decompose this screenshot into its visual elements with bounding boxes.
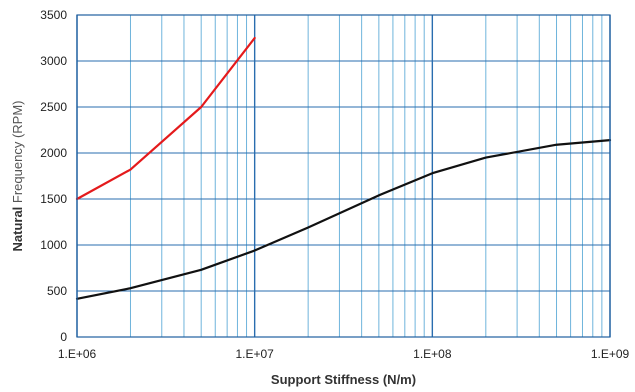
y-tick-label: 500 (47, 284, 67, 298)
y-tick-label: 2500 (40, 100, 67, 114)
y-tick-label: 3500 (40, 8, 67, 22)
y-tick-label: 2000 (40, 146, 67, 160)
y-axis-title-rest: Frequency (RPM) (10, 101, 25, 207)
plot-frame (76, 14, 611, 338)
y-axis-ticks: 0 500 1000 1500 2000 2500 3000 3500 (40, 8, 67, 344)
x-axis-ticks: 1.E+06 1.E+07 1.E+08 1.E+09 (58, 347, 630, 361)
x-tick-label: 1.E+07 (235, 347, 274, 361)
x-axis-title: Support Stiffness (N/m) (271, 372, 416, 387)
x-tick-label: 1.E+06 (58, 347, 97, 361)
series-group (75, 36, 612, 300)
y-tick-label: 0 (60, 330, 67, 344)
y-tick-label: 1500 (40, 192, 67, 206)
y-tick-label: 1000 (40, 238, 67, 252)
y-tick-label: 3000 (40, 54, 67, 68)
y-axis-title: Natural Frequency (RPM) (10, 101, 25, 252)
y-axis-title-bold: Natural (10, 207, 25, 252)
plot-background (77, 15, 610, 337)
series-line-black (75, 139, 612, 300)
x-tick-label: 1.E+09 (591, 347, 630, 361)
series-line-red (75, 36, 256, 201)
x-tick-label: 1.E+08 (413, 347, 452, 361)
